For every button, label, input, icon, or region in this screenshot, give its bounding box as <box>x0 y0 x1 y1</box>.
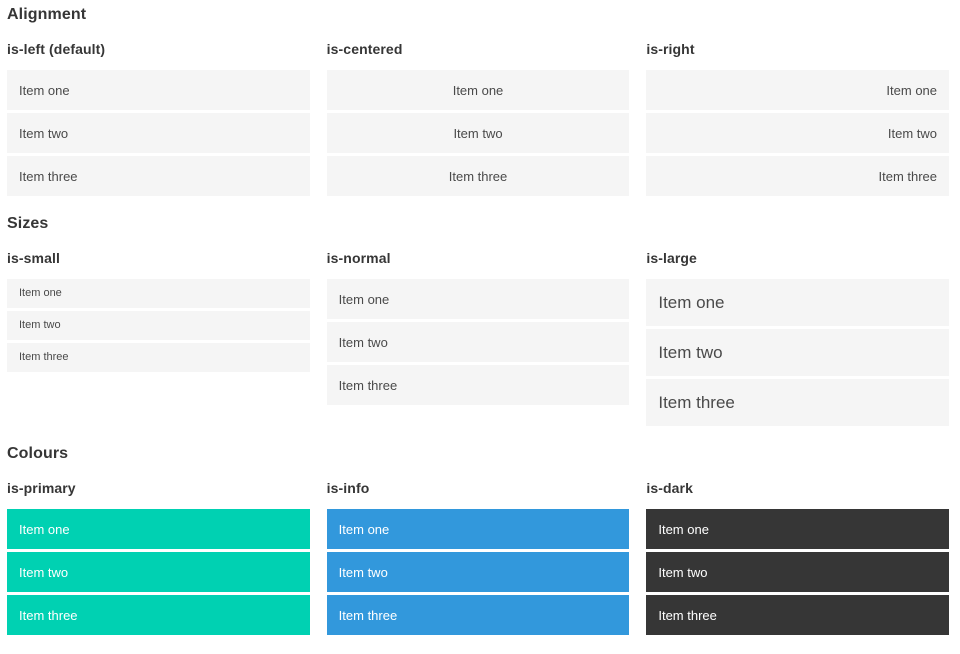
list-item: Item two <box>646 329 950 376</box>
list-item: Item three <box>646 156 950 196</box>
variant-title: is-right <box>646 41 695 57</box>
variant-title: is-small <box>7 250 60 266</box>
list-size-small: Item one Item two Item three <box>7 279 310 372</box>
list-item: Item one <box>646 70 950 110</box>
list-item: Item one <box>326 509 630 549</box>
list-item: Item three <box>326 365 630 405</box>
alignment-columns: is-left (default) Item one Item two Item… <box>7 40 950 196</box>
list-color-info: Item one Item two Item three <box>326 509 630 635</box>
list-item: Item three <box>646 379 950 426</box>
list-item: Item three <box>7 156 310 196</box>
list-item: Item two <box>7 113 310 153</box>
list-item: Item two <box>646 552 950 592</box>
list-item: Item two <box>326 113 630 153</box>
variant-title: is-normal <box>326 250 391 266</box>
list-item: Item two <box>326 322 630 362</box>
list-item: Item three <box>326 595 630 635</box>
list-item: Item three <box>7 343 310 372</box>
sizes-columns: is-small Item one Item two Item three is… <box>7 249 950 426</box>
section-title: Colours <box>7 445 69 462</box>
list-item: Item one <box>326 70 630 110</box>
colours-columns: is-primary Item one Item two Item three … <box>7 479 950 635</box>
variant-title: is-centered <box>326 41 403 57</box>
column-is-large: is-large Item one Item two Item three <box>646 249 950 426</box>
list-item: Item three <box>646 595 950 635</box>
list-size-large: Item one Item two Item three <box>646 279 950 426</box>
list-align-center: Item one Item two Item three <box>326 70 630 196</box>
list-item: Item one <box>646 279 950 326</box>
column-is-centered: is-centered Item one Item two Item three <box>326 40 630 196</box>
list-item: Item one <box>646 509 950 549</box>
list-size-normal: Item one Item two Item three <box>326 279 630 405</box>
variant-title: is-left (default) <box>7 41 106 57</box>
list-color-dark: Item one Item two Item three <box>646 509 950 635</box>
section-colours: Colours is-primary Item one Item two Ite… <box>7 444 950 635</box>
list-item: Item three <box>7 595 310 635</box>
column-is-dark: is-dark Item one Item two Item three <box>646 479 950 635</box>
section-title: Sizes <box>7 215 49 232</box>
variant-title: is-dark <box>646 480 693 496</box>
component-demo-page: Alignment is-left (default) Item one Ite… <box>7 5 950 635</box>
list-align-right: Item one Item two Item three <box>646 70 950 196</box>
variant-title: is-info <box>326 480 370 496</box>
list-item: Item two <box>326 552 630 592</box>
section-title: Alignment <box>7 6 87 23</box>
list-item: Item two <box>7 311 310 340</box>
list-item: Item one <box>326 279 630 319</box>
list-item: Item two <box>646 113 950 153</box>
section-sizes: Sizes is-small Item one Item two Item th… <box>7 214 950 426</box>
list-align-left: Item one Item two Item three <box>7 70 310 196</box>
list-item: Item one <box>7 70 310 110</box>
list-item: Item one <box>7 509 310 549</box>
variant-title: is-primary <box>7 480 76 496</box>
list-item: Item three <box>326 156 630 196</box>
section-alignment: Alignment is-left (default) Item one Ite… <box>7 5 950 196</box>
list-color-primary: Item one Item two Item three <box>7 509 310 635</box>
list-item: Item two <box>7 552 310 592</box>
column-is-info: is-info Item one Item two Item three <box>326 479 630 635</box>
column-is-normal: is-normal Item one Item two Item three <box>326 249 630 405</box>
list-item: Item one <box>7 279 310 308</box>
column-is-left: is-left (default) Item one Item two Item… <box>7 40 310 196</box>
column-is-primary: is-primary Item one Item two Item three <box>7 479 310 635</box>
variant-title: is-large <box>646 250 697 266</box>
column-is-small: is-small Item one Item two Item three <box>7 249 310 372</box>
column-is-right: is-right Item one Item two Item three <box>646 40 950 196</box>
